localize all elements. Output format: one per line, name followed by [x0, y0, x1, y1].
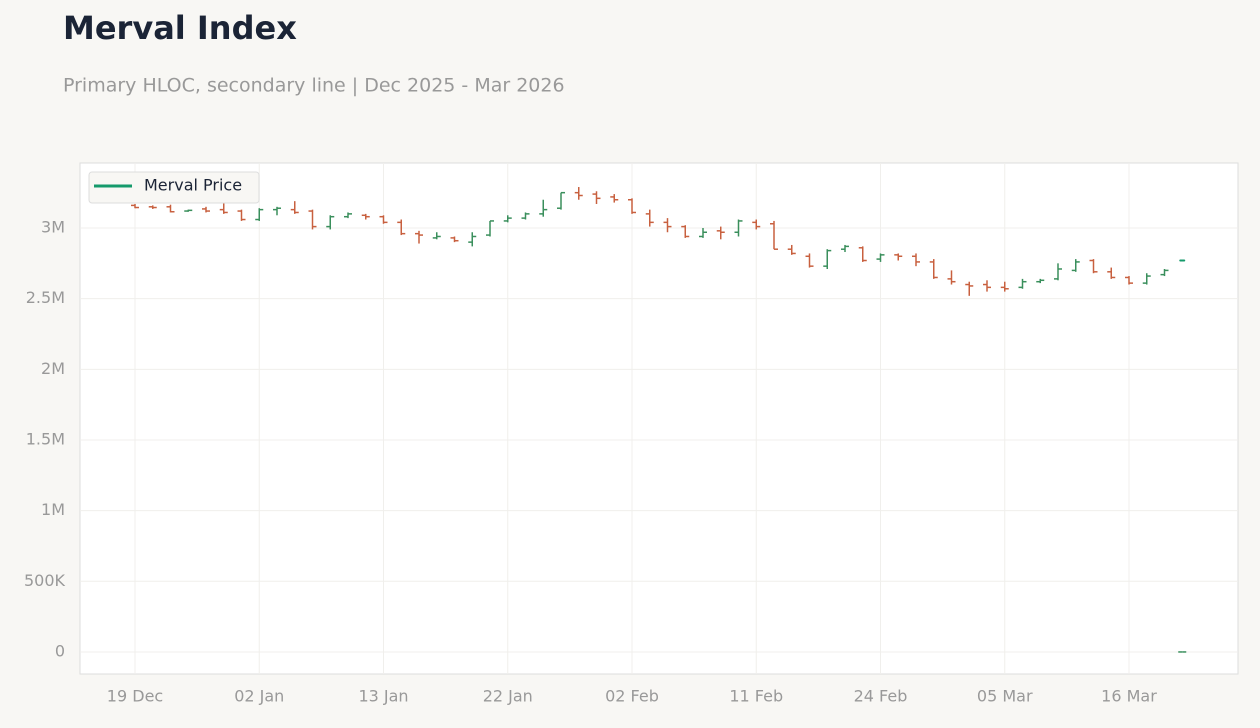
- chart-title: Merval Index: [63, 9, 297, 47]
- legend-box: [88, 171, 260, 204]
- x-tick-label: 19 Dec: [107, 687, 163, 706]
- x-tick-label: 16 Mar: [1101, 687, 1157, 706]
- y-tick-label: 3M: [41, 218, 65, 237]
- chart-subtitle: Primary HLOC, secondary line | Dec 2025 …: [63, 75, 565, 97]
- x-tick-label: 02 Feb: [605, 687, 659, 706]
- x-tick-label: 24 Feb: [854, 687, 908, 706]
- plot-area: [79, 162, 1239, 675]
- y-tick-label: 500K: [24, 571, 66, 590]
- x-tick-label: 22 Jan: [483, 687, 533, 706]
- y-tick-label: 1.5M: [26, 429, 65, 448]
- x-tick-label: 02 Jan: [234, 687, 284, 706]
- y-tick-label: 0: [55, 641, 65, 660]
- y-tick-label: 1M: [41, 500, 65, 519]
- legend: Merval Price: [88, 171, 260, 204]
- y-tick-label: 2.5M: [26, 288, 65, 307]
- x-tick-label: 13 Jan: [358, 687, 408, 706]
- legend-label: Merval Price: [144, 176, 242, 195]
- x-tick-label: 05 Mar: [977, 687, 1033, 706]
- x-tick-label: 11 Feb: [729, 687, 783, 706]
- y-tick-label: 2M: [41, 359, 65, 378]
